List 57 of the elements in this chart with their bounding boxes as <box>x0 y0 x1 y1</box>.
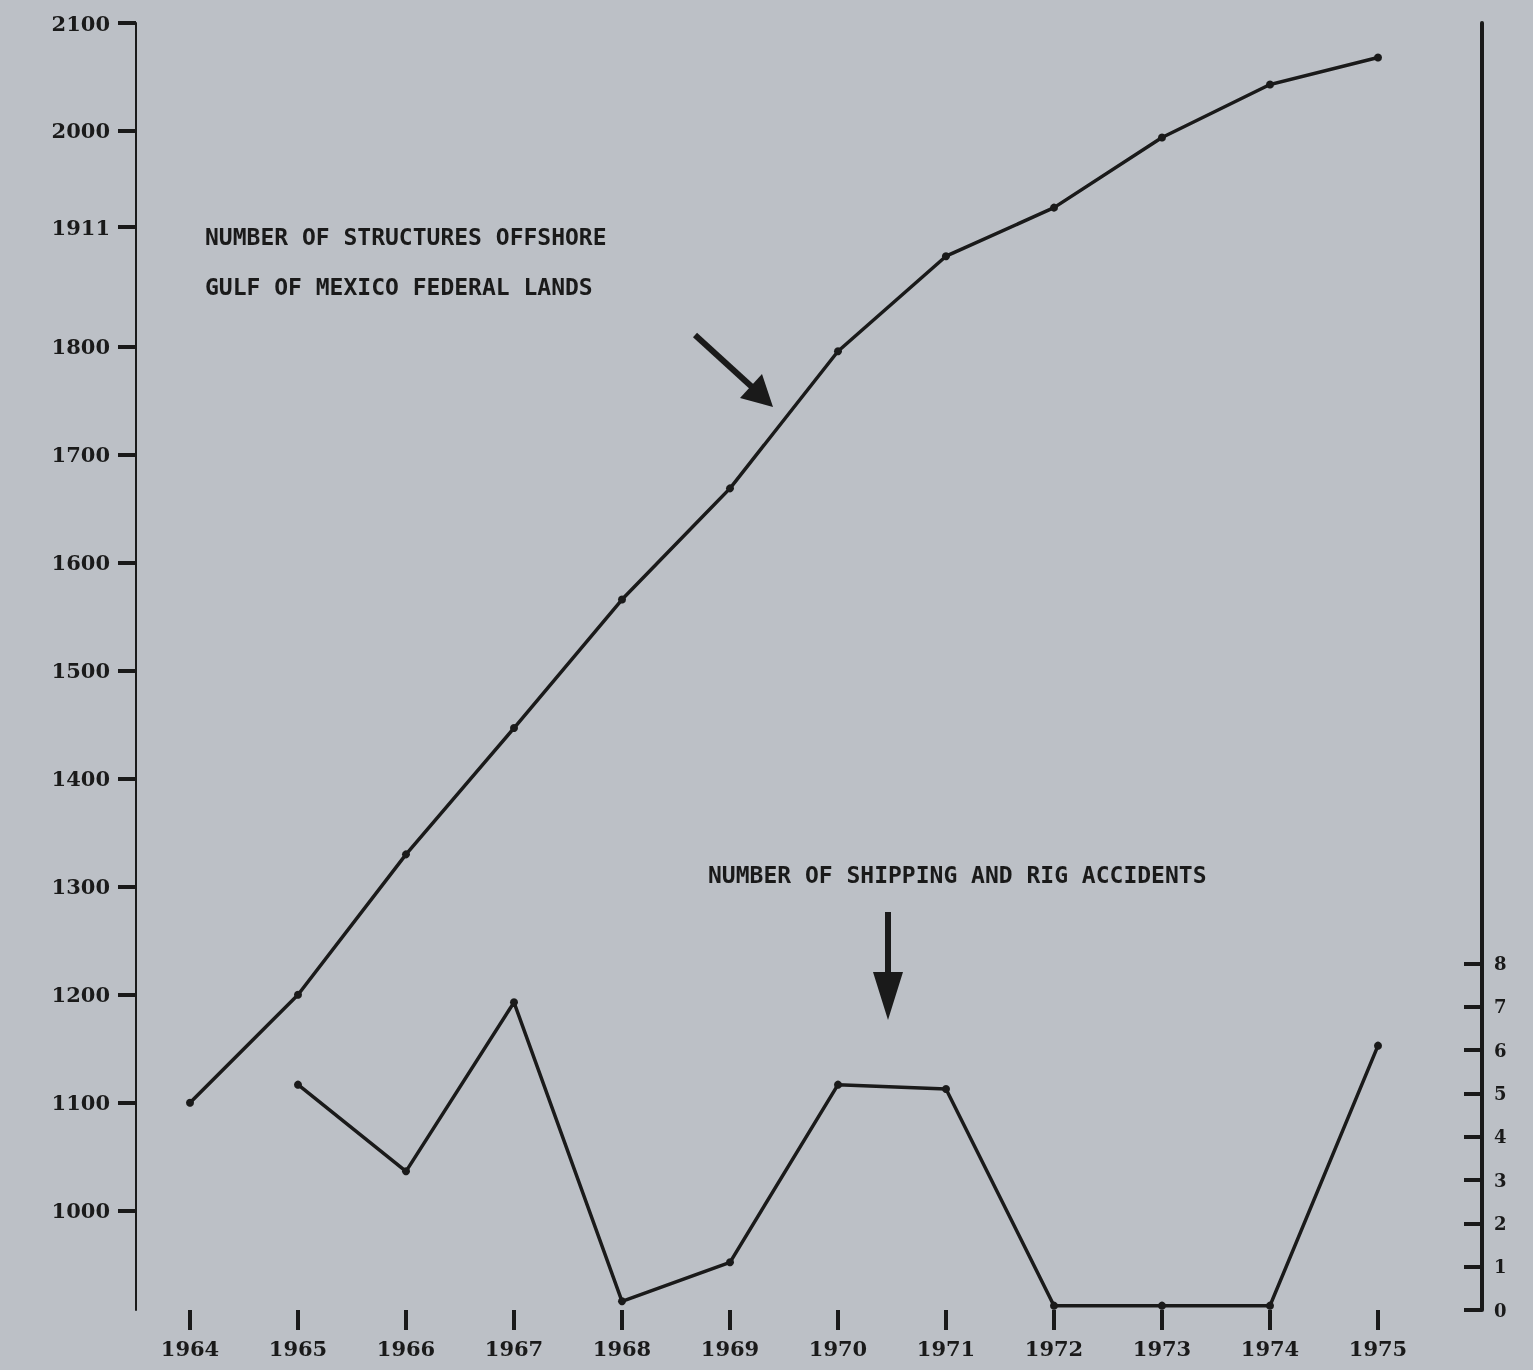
point <box>402 850 410 859</box>
y-tick-label: 2000 <box>51 118 110 144</box>
y-tick-label: 1400 <box>51 766 110 792</box>
x-tick-label: 1970 <box>808 1336 868 1361</box>
y-tick-label: 2100 <box>51 10 110 36</box>
point <box>1158 1301 1166 1310</box>
point <box>618 595 626 604</box>
point <box>726 484 734 493</box>
point <box>1374 53 1382 62</box>
point <box>618 1297 626 1306</box>
x-tick-label: 1971 <box>916 1336 976 1361</box>
y-tick-label: 1911 <box>51 214 110 240</box>
point <box>942 1085 950 1093</box>
y2-tick-label: 7 <box>1494 996 1507 1018</box>
x-tick-label: 1966 <box>376 1336 436 1361</box>
point <box>294 1080 302 1089</box>
point <box>1158 133 1166 142</box>
x-tick-label: 1967 <box>484 1336 544 1361</box>
y2-tick-label: 2 <box>1494 1212 1507 1234</box>
point <box>1050 203 1058 212</box>
y2-tick-label: 8 <box>1494 952 1507 974</box>
x-tick-label: 1964 <box>160 1336 220 1361</box>
point <box>294 990 302 999</box>
y2-tick-label: 6 <box>1494 1039 1507 1061</box>
y-tick-label: 1600 <box>51 550 110 576</box>
y2-tick-label: 4 <box>1494 1126 1507 1148</box>
y2-tick-label: 1 <box>1494 1256 1507 1278</box>
y2-tick-label: 3 <box>1494 1169 1507 1191</box>
x-tick-label: 1968 <box>592 1336 652 1361</box>
point <box>834 1080 842 1089</box>
point <box>1374 1041 1382 1050</box>
y-tick-label: 1500 <box>51 658 110 684</box>
x-tick-label: 1972 <box>1024 1336 1084 1361</box>
point <box>186 1098 194 1107</box>
y-tick-label: 1200 <box>51 982 110 1008</box>
annotation: NUMBER OF SHIPPING AND RIG ACCIDENTS <box>708 862 1207 888</box>
x-tick-label: 1965 <box>268 1336 328 1361</box>
x-tick-label: 1974 <box>1240 1336 1300 1361</box>
point <box>1050 1301 1058 1310</box>
point <box>402 1167 410 1176</box>
point <box>1266 80 1274 89</box>
y-tick-label: 1800 <box>51 334 110 360</box>
y-tick-label: 1000 <box>51 1198 110 1224</box>
x-tick-label: 1973 <box>1132 1336 1192 1361</box>
y2-tick-label: 0 <box>1494 1299 1507 1321</box>
y-tick-label: 1700 <box>51 442 110 468</box>
point <box>942 252 950 261</box>
y-tick-label: 1300 <box>51 874 110 900</box>
y2-tick-label: 5 <box>1494 1082 1507 1104</box>
y-tick-label: 1100 <box>51 1090 110 1116</box>
point <box>1266 1301 1274 1310</box>
point <box>726 1258 734 1267</box>
annotation: NUMBER OF STRUCTURES OFFSHORE GULF OF MEXICO FEDERAL LANDS <box>205 224 621 300</box>
x-tick-label: 1975 <box>1348 1336 1408 1361</box>
point <box>510 724 518 733</box>
x-tick-label: 1969 <box>700 1336 760 1361</box>
point <box>834 347 842 356</box>
